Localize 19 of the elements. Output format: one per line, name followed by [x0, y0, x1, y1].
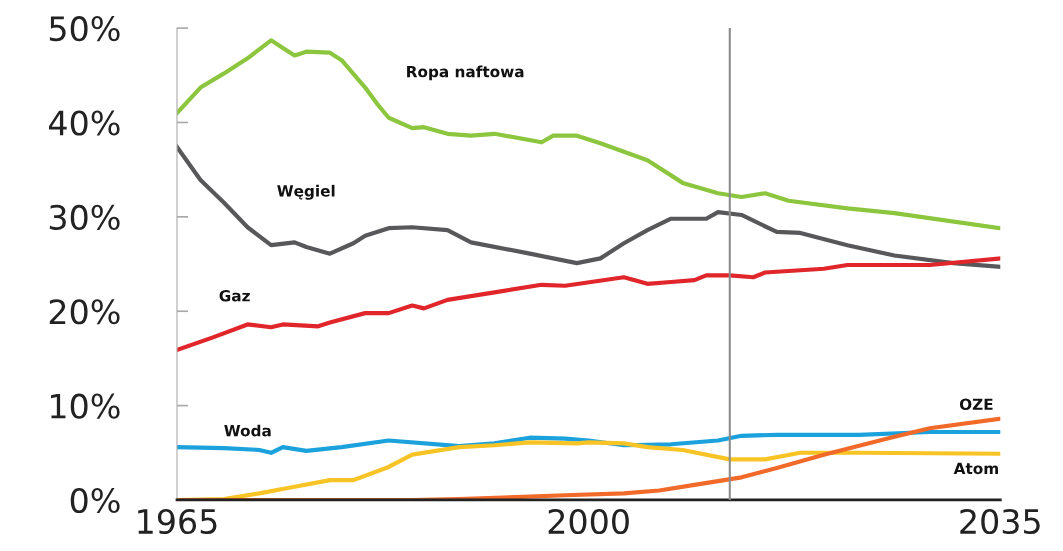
y-tick-label: 30%: [49, 204, 120, 230]
series-label: Gaz: [219, 289, 250, 302]
series-label: OZE: [959, 398, 993, 411]
text: Węgiel: [277, 184, 335, 200]
y-tick-label: 20%: [49, 299, 120, 325]
line-series: [176, 38, 1001, 231]
text: Ropa naftowa: [407, 65, 524, 81]
line-series: [176, 416, 1001, 500]
series-label: Atom: [953, 462, 998, 475]
x-tick-label: 2000: [548, 508, 629, 535]
x-tick-label: 2035: [960, 508, 1040, 535]
y-tick-label: 0%: [70, 487, 120, 514]
line-series: [176, 256, 1001, 353]
y-tick-label: 10%: [51, 393, 120, 419]
series-label: Woda: [224, 424, 271, 437]
line-series: [176, 144, 1001, 269]
y-tick-label: 40%: [48, 110, 120, 136]
x-tick-label: 1965: [138, 508, 217, 535]
y-tick-label: 50%: [49, 16, 120, 42]
